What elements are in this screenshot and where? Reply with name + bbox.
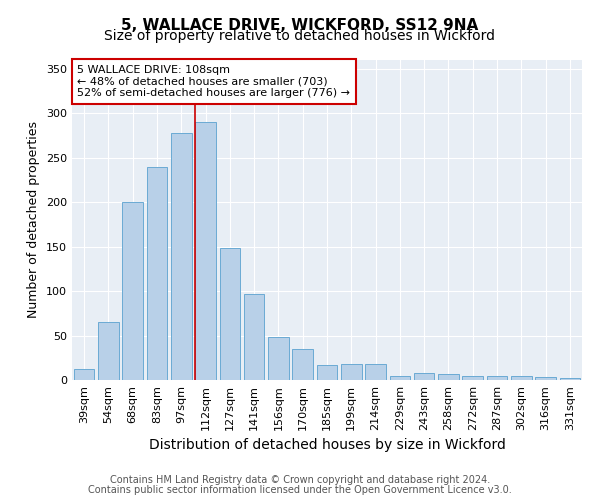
- Bar: [414, 373, 434, 380]
- Bar: [122, 202, 143, 380]
- Text: Contains public sector information licensed under the Open Government Licence v3: Contains public sector information licen…: [88, 485, 512, 495]
- Text: 5 WALLACE DRIVE: 108sqm
← 48% of detached houses are smaller (703)
52% of semi-d: 5 WALLACE DRIVE: 108sqm ← 48% of detache…: [77, 65, 350, 98]
- Y-axis label: Number of detached properties: Number of detached properties: [28, 122, 40, 318]
- Bar: [487, 376, 508, 380]
- Bar: [292, 349, 313, 380]
- Bar: [535, 378, 556, 380]
- Bar: [317, 365, 337, 380]
- Text: Size of property relative to detached houses in Wickford: Size of property relative to detached ho…: [104, 29, 496, 43]
- Bar: [463, 376, 483, 380]
- Bar: [511, 376, 532, 380]
- Bar: [171, 133, 191, 380]
- Bar: [98, 322, 119, 380]
- Bar: [268, 338, 289, 380]
- Bar: [341, 364, 362, 380]
- Text: Contains HM Land Registry data © Crown copyright and database right 2024.: Contains HM Land Registry data © Crown c…: [110, 475, 490, 485]
- Bar: [560, 378, 580, 380]
- Bar: [195, 122, 216, 380]
- Bar: [220, 248, 240, 380]
- Bar: [244, 294, 265, 380]
- Text: 5, WALLACE DRIVE, WICKFORD, SS12 9NA: 5, WALLACE DRIVE, WICKFORD, SS12 9NA: [121, 18, 479, 32]
- Bar: [74, 370, 94, 380]
- Bar: [438, 374, 459, 380]
- Bar: [146, 166, 167, 380]
- Bar: [389, 376, 410, 380]
- Bar: [365, 364, 386, 380]
- X-axis label: Distribution of detached houses by size in Wickford: Distribution of detached houses by size …: [149, 438, 505, 452]
